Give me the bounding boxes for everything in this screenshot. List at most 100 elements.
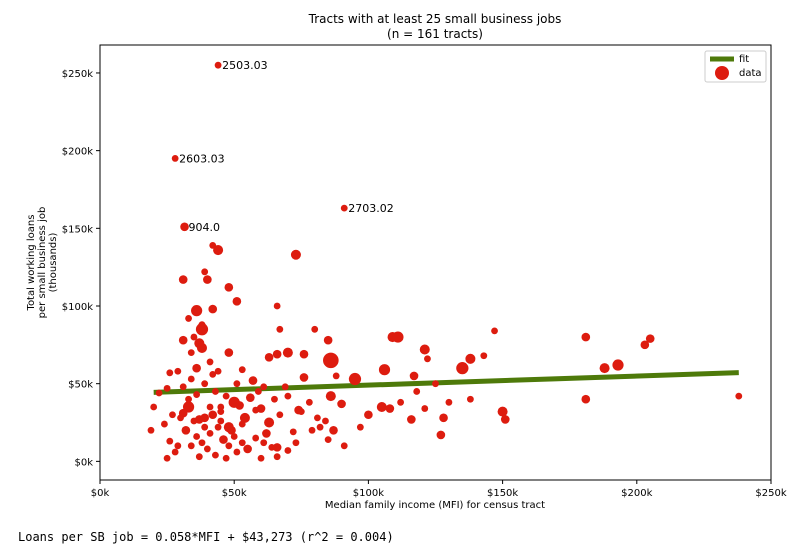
legend-data-label: data (739, 68, 762, 79)
data-point (407, 415, 416, 424)
data-point (178, 335, 188, 345)
data-point (491, 327, 498, 335)
data-point (445, 398, 453, 406)
data-point (581, 332, 591, 342)
data-point (356, 423, 364, 431)
data-point (208, 410, 218, 420)
data-point (337, 399, 346, 409)
data-point (208, 304, 218, 314)
data-point (276, 411, 284, 419)
data-point (640, 340, 650, 350)
data-point (466, 395, 474, 403)
data-point (378, 364, 391, 376)
data-point (284, 447, 292, 454)
data-point (161, 420, 168, 428)
y-tick-label: $200k (62, 147, 93, 158)
data-point (272, 349, 282, 359)
y-axis-label-line: per small business job (37, 207, 48, 319)
data-point (612, 359, 624, 371)
data-point (196, 342, 208, 353)
data-point (233, 448, 241, 456)
data-point (181, 425, 191, 435)
point-label: 2503.03 (222, 59, 268, 72)
data-point (206, 403, 214, 411)
data-point (187, 375, 195, 383)
plot-frame (99, 44, 772, 481)
data-point (409, 371, 419, 381)
x-axis-label: Median family income (MFI) for census tr… (325, 500, 545, 511)
data-point (214, 423, 222, 431)
data-point (281, 383, 289, 391)
x-tick-label: $200k (621, 488, 652, 499)
data-point (190, 333, 198, 341)
data-point (364, 410, 373, 420)
data-point (232, 297, 242, 306)
data-point (193, 391, 201, 398)
data-point (500, 415, 510, 424)
data-point (198, 439, 206, 447)
data-point (340, 442, 348, 450)
legend-fit-label: fit (739, 54, 749, 65)
data-point (290, 249, 301, 260)
data-point (195, 323, 209, 336)
data-point (348, 372, 362, 386)
y-axis-label-line: (thousands) (48, 233, 59, 293)
chart-subtitle: (n = 161 tracts) (387, 27, 483, 41)
data-point (185, 395, 192, 403)
data-point (252, 406, 260, 414)
data-point (282, 347, 293, 358)
data-point (480, 352, 488, 360)
data-point (289, 428, 297, 436)
data-point (264, 352, 274, 362)
data-point (436, 430, 446, 440)
point-label: 2603.03 (179, 152, 225, 165)
x-tick-label: $150k (487, 488, 518, 499)
data-point (198, 321, 206, 329)
data-point (201, 380, 209, 388)
data-point (324, 436, 332, 444)
data-point (322, 417, 329, 425)
point-annotations-layer: 2503.03 2603.03 2703.02 904.0 (179, 59, 394, 234)
data-point (260, 439, 268, 447)
data-point (225, 442, 233, 450)
data-point (222, 392, 230, 400)
data-point (385, 404, 395, 413)
data-point (163, 454, 171, 462)
data-point (230, 433, 238, 440)
legend-data-swatch (715, 66, 729, 80)
data-point (171, 448, 179, 456)
regression-equation: Loans per SB job = 0.058*MFI + $43,273 (… (18, 530, 394, 544)
data-point (219, 435, 228, 444)
x-tick-label: $100k (353, 488, 384, 499)
data-point (432, 380, 439, 388)
data-points-layer (147, 61, 743, 462)
data-point (217, 403, 225, 411)
data-point (180, 222, 189, 232)
data-point (273, 302, 281, 310)
data-point (200, 413, 209, 423)
x-tick-label: $250k (755, 488, 786, 499)
data-point (192, 363, 201, 373)
data-point (227, 425, 236, 435)
data-point (169, 411, 176, 419)
data-point (179, 383, 187, 391)
data-point (206, 429, 214, 437)
data-point (178, 275, 188, 284)
data-point (332, 372, 340, 380)
data-point (214, 61, 222, 69)
data-point (271, 395, 278, 403)
data-point (217, 408, 225, 416)
data-point (735, 392, 743, 400)
data-point (185, 315, 192, 322)
y-tick-label: $50k (68, 380, 93, 391)
data-point (201, 268, 209, 276)
data-point (264, 417, 275, 428)
data-point (273, 453, 281, 461)
fit-line (153, 370, 739, 395)
data-point (292, 439, 300, 447)
data-point (238, 366, 246, 374)
data-point (171, 155, 179, 162)
data-point (177, 414, 184, 422)
point-label: 2703.02 (348, 202, 394, 215)
y-tick-label: $150k (62, 224, 93, 235)
